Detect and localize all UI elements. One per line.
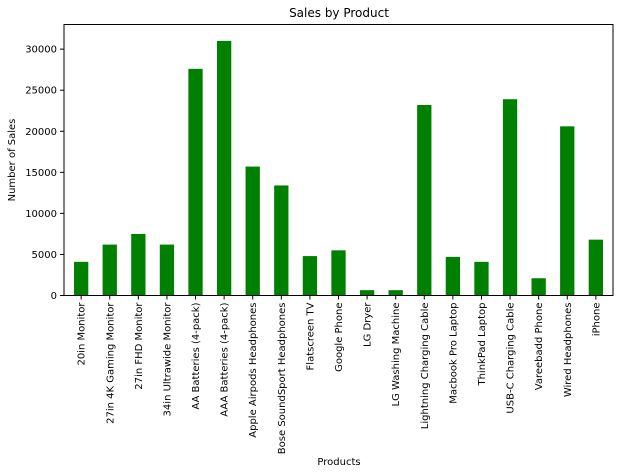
bars-group [74,40,603,296]
bar-11 [359,290,375,296]
chart-title: Sales by Product [289,6,389,20]
x-tick-label: Vareebadd Phone [534,303,545,391]
y-tick-label: 15000 [25,168,57,179]
bar-5 [188,68,203,296]
plot-frame [63,24,614,296]
bar-13 [417,104,432,296]
bar-9 [302,256,318,296]
bar-2 [102,244,117,296]
bar-3 [131,233,146,296]
bar-10 [331,250,346,296]
x-tick-label: Wired Headphones [563,303,574,398]
bar-19 [588,239,603,296]
x-tick-label: Lightning Charging Cable [420,303,431,430]
y-axis-label: Number of Sales [7,119,18,202]
x-axis-label: Products [317,457,360,468]
y-tick-label: 25000 [25,86,57,97]
bar-7 [245,166,260,296]
bar-18 [560,126,575,296]
y-ticks-group: 0 5000 10000 15000 20000 25000 30000 [25,45,64,302]
x-tick-label: 20in Monitor [77,302,88,366]
bar-14 [445,256,461,296]
bar-15 [474,261,489,296]
x-ticks-group: 20in Monitor 27in 4K Gaming Monitor 27in F… [77,295,602,455]
bar-16 [502,99,518,296]
y-tick-label: 10000 [25,209,57,220]
x-tick-label: Bose SoundSport Headphones [277,303,288,455]
x-tick-label: 27in 4K Gaming Monitor [105,302,116,424]
bar-17 [531,278,546,296]
x-tick-label: 27in FHD Monitor [134,302,145,390]
y-tick-label: 30000 [25,45,57,56]
x-tick-label: Google Phone [334,303,345,372]
x-tick-label: Macbook Pro Laptop [448,303,459,404]
x-tick-label: LG Washing Machine [391,303,402,407]
bar-8 [274,185,289,296]
x-tick-label: AA Batteries (4-pack) [191,302,202,409]
x-tick-label: USB-C Charging Cable [506,303,517,414]
y-tick-label: 5000 [32,250,57,261]
x-tick-label: ThinkPad Laptop [477,303,488,387]
x-tick-label: Apple Airpods Headphones [248,303,259,438]
y-tick-label: 20000 [25,127,57,138]
bar-6 [216,40,232,296]
bar-1 [74,261,89,296]
x-tick-label: LG Dryer [363,302,374,347]
bar-4 [159,244,175,296]
x-tick-label: 34in Ultrawide Monitor [162,302,173,417]
x-tick-label: iPhone [591,303,602,337]
y-tick-label: 0 [51,291,57,302]
x-tick-label: AAA Batteries (4-pack) [220,302,231,416]
bar-12 [388,290,403,296]
x-tick-label: Flatscreen TV [305,302,316,370]
